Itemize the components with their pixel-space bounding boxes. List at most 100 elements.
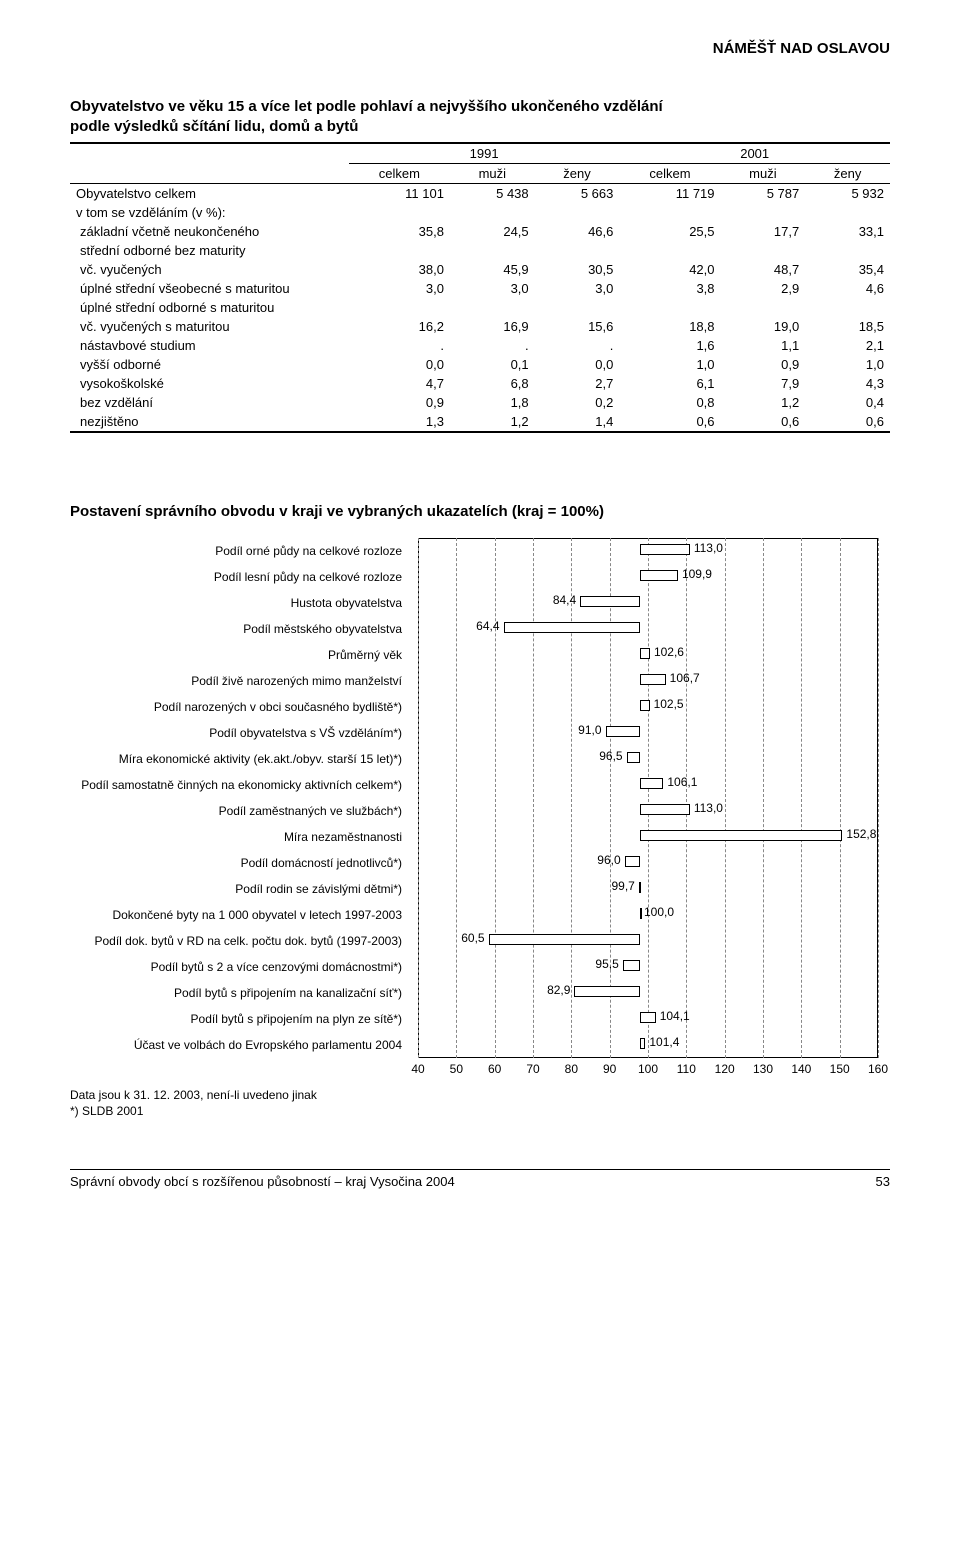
row-label: vysokoškolské [70,374,349,393]
cell [805,241,890,260]
chart-plot: 96,0 [410,850,870,876]
cell [349,203,450,222]
chart-row: Podíl narozených v obci současného bydli… [70,694,890,720]
cell: 1,0 [805,355,890,374]
chart-row-label: Podíl bytů s 2 a více cenzovými domácnos… [70,960,410,974]
cell [619,298,720,317]
chart-row: Podíl domácností jednotlivců*)96,0 [70,850,890,876]
chart-bar [623,960,640,971]
chart-bar [580,596,640,607]
table-row: vč. vyučených38,045,930,542,048,735,4 [70,260,890,279]
chart-row: Podíl bytů s připojením na plyn ze sítě*… [70,1006,890,1032]
education-table: 1991 2001 celkem muži ženy celkem muži ž… [70,142,890,433]
chart-value-label: 95,5 [595,957,618,971]
cell: 5 787 [721,184,806,204]
chart-value-label: 106,7 [670,671,700,685]
chart-row: Podíl lesní půdy na celkové rozloze109,9 [70,564,890,590]
chart-plot: 113,0 [410,798,870,824]
cell: 3,0 [349,279,450,298]
chart-row: Podíl dok. bytů v RD na celk. počtu dok.… [70,928,890,954]
cell: 30,5 [535,260,620,279]
cell: 18,5 [805,317,890,336]
row-label: vč. vyučených [70,260,349,279]
table-row: nezjištěno1,31,21,40,60,60,6 [70,412,890,432]
cell [619,203,720,222]
row-label: úplné střední odborné s maturitou [70,298,349,317]
x-tick: 110 [677,1062,696,1076]
chart-value-label: 109,9 [682,567,712,581]
chart-row-label: Dokončené byty na 1 000 obyvatel v letec… [70,908,410,922]
cell: 16,2 [349,317,450,336]
chart-value-label: 113,0 [694,801,723,815]
cell: 11 719 [619,184,720,204]
cell: 0,2 [535,393,620,412]
cell: 0,9 [349,393,450,412]
chart-row-label: Míra nezaměstnanosti [70,830,410,844]
table-title-line1: Obyvatelstvo ve věku 15 a více let podle… [70,98,663,115]
table-row: úplné střední odborné s maturitou [70,298,890,317]
chart-value-label: 100,0 [644,905,674,919]
chart-value-label: 91,0 [578,723,601,737]
chart-plot: 96,5 [410,746,870,772]
chart-plot: 152,8 [410,824,870,850]
cell: 11 101 [349,184,450,204]
row-label: vyšší odborné [70,355,349,374]
row-label: nezjištěno [70,412,349,432]
col-muzi-1: muži [450,164,535,184]
table-row: vč. vyučených s maturitou16,216,915,618,… [70,317,890,336]
cell: 45,9 [450,260,535,279]
chart-value-label: 60,5 [461,931,484,945]
chart-bar [606,726,641,737]
col-zeny-1: ženy [535,164,620,184]
chart-row: Podíl bytů s připojením na kanalizační s… [70,980,890,1006]
footer-left: Správní obvody obcí s rozšířenou působno… [70,1174,455,1189]
chart-bar [640,1038,645,1049]
cell [805,298,890,317]
cell: 48,7 [721,260,806,279]
chart-bar [640,804,690,815]
chart-plot: 64,4 [410,616,870,642]
cell: 3,0 [535,279,620,298]
chart-row-label: Podíl bytů s připojením na kanalizační s… [70,986,410,1000]
col-zeny-2: ženy [805,164,890,184]
chart-bar [640,830,842,841]
cell: 3,0 [450,279,535,298]
cell: 0,0 [349,355,450,374]
cell: 38,0 [349,260,450,279]
cell [450,298,535,317]
chart-bar [625,856,640,867]
cell: 35,8 [349,222,450,241]
chart-row-label: Podíl samostatně činných na ekonomicky a… [70,778,410,792]
cell [619,241,720,260]
chart-title: Postavení správního obvodu v kraji ve vy… [70,503,890,520]
page-footer: Správní obvody obcí s rozšířenou působno… [70,1169,890,1189]
cell [805,203,890,222]
col-celkem-1: celkem [349,164,450,184]
chart-row-label: Podíl rodin se závislými dětmi*) [70,882,410,896]
cell [535,298,620,317]
chart-value-label: 82,9 [547,983,570,997]
cell: 42,0 [619,260,720,279]
col-year-2001: 2001 [619,143,890,164]
cell: 1,1 [721,336,806,355]
chart-bar [640,700,650,711]
chart-value-label: 99,7 [611,879,634,893]
chart-plot: 104,1 [410,1006,870,1032]
page-header-location: NÁMĚŠŤ NAD OSLAVOU [70,40,890,57]
chart-plot: 100,0 [410,902,870,928]
chart-row-label: Míra ekonomické aktivity (ek.akt./obyv. … [70,752,410,766]
row-label: vč. vyučených s maturitou [70,317,349,336]
chart-plot: 102,5 [410,694,870,720]
chart-plot: 60,5 [410,928,870,954]
chart-footnote: Data jsou k 31. 12. 2003, není-li uveden… [70,1088,418,1119]
cell [721,241,806,260]
cell [450,241,535,260]
cell: 1,0 [619,355,720,374]
x-tick: 90 [603,1062,616,1076]
col-muzi-2: muži [721,164,806,184]
cell: 6,1 [619,374,720,393]
chart-plot: 102,6 [410,642,870,668]
cell: 0,1 [450,355,535,374]
table-row: bez vzdělání0,91,80,20,81,20,4 [70,393,890,412]
row-label: bez vzdělání [70,393,349,412]
